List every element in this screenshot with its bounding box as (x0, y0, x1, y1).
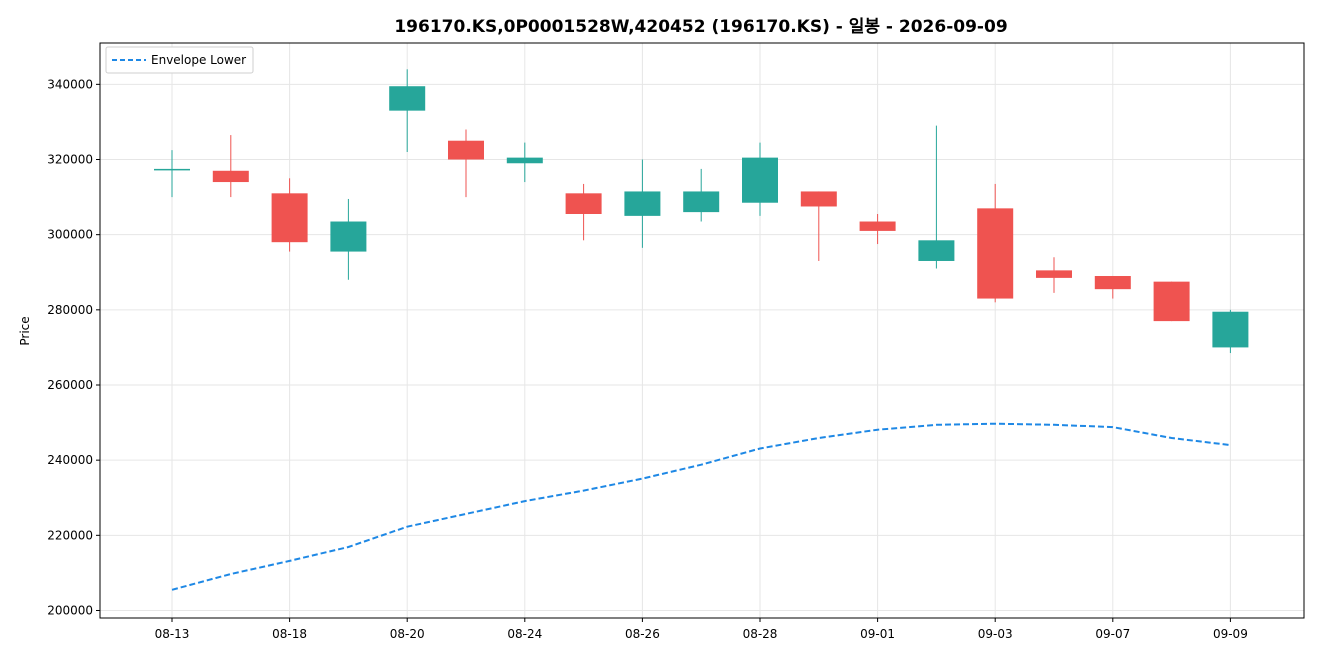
y-tick-label: 260000 (47, 378, 93, 392)
candle (506, 142, 543, 183)
candle (330, 198, 367, 280)
x-tick-label: 08-20 (390, 627, 425, 641)
candle-body (212, 170, 249, 183)
legend: Envelope Lower (105, 46, 254, 74)
candle-body (1212, 311, 1249, 348)
candle-body (742, 157, 778, 203)
candle-body (624, 191, 661, 216)
candle (624, 159, 661, 248)
candle-body (506, 157, 543, 164)
candle (565, 183, 602, 241)
x-tick-label: 08-18 (272, 627, 307, 641)
candle-body (389, 86, 426, 111)
candle-body (977, 208, 1014, 299)
legend-envelope-label: Envelope Lower (151, 53, 246, 67)
candle-body (330, 221, 367, 252)
candle-body (1094, 276, 1131, 290)
x-tick-label: 09-07 (1095, 627, 1130, 641)
candle (1153, 281, 1190, 322)
y-tick-label: 300000 (47, 228, 93, 242)
candle-body (1153, 281, 1190, 322)
candle-body (271, 193, 308, 243)
y-tick-label: 280000 (47, 303, 93, 317)
candle (1212, 309, 1249, 354)
x-tick-label: 08-26 (625, 627, 660, 641)
y-tick-label: 200000 (47, 603, 93, 617)
candle-body (683, 191, 720, 213)
candle (271, 178, 308, 252)
y-tick-label: 220000 (47, 528, 93, 542)
x-tick-label: 08-28 (743, 627, 778, 641)
candle-body (918, 240, 955, 261)
x-tick-label: 08-13 (155, 627, 190, 641)
candle-body (1036, 270, 1072, 278)
x-tick-label: 08-24 (507, 627, 542, 641)
plot-frame (99, 42, 1305, 619)
x-tick-label: 09-09 (1213, 627, 1248, 641)
y-tick-label: 240000 (47, 453, 93, 467)
candle (683, 168, 720, 222)
envelope-lower-line (171, 422, 1231, 591)
candle (800, 191, 837, 261)
candle-body (154, 168, 190, 171)
candle (154, 150, 190, 198)
candle (742, 142, 778, 216)
y-axis-label: Price (18, 316, 32, 345)
legend-box (105, 46, 254, 74)
candle (859, 213, 896, 245)
candles (154, 69, 1249, 354)
axes: 200000 220000 240000 260000 280000 300000 3200… (47, 42, 1305, 641)
x-tick-label: 09-03 (978, 627, 1013, 641)
candle (448, 129, 484, 198)
x-tick-label: 09-01 (860, 627, 895, 641)
candle-body (565, 193, 602, 214)
candle-body (448, 140, 484, 160)
envelope-lower-series (171, 422, 1231, 591)
candle (1036, 257, 1072, 293)
candle (212, 135, 249, 198)
candle (389, 69, 426, 152)
chart-title: 196170.KS,0P0001528W,420452 (196170.KS) … (394, 17, 1007, 37)
candle-body (800, 191, 837, 207)
y-tick-label: 340000 (47, 77, 93, 91)
grid-lines (100, 43, 1304, 618)
candle (1094, 276, 1131, 299)
y-tick-label: 320000 (47, 153, 93, 167)
candle-body (859, 221, 896, 231)
candle (918, 125, 955, 269)
candle (977, 183, 1014, 303)
